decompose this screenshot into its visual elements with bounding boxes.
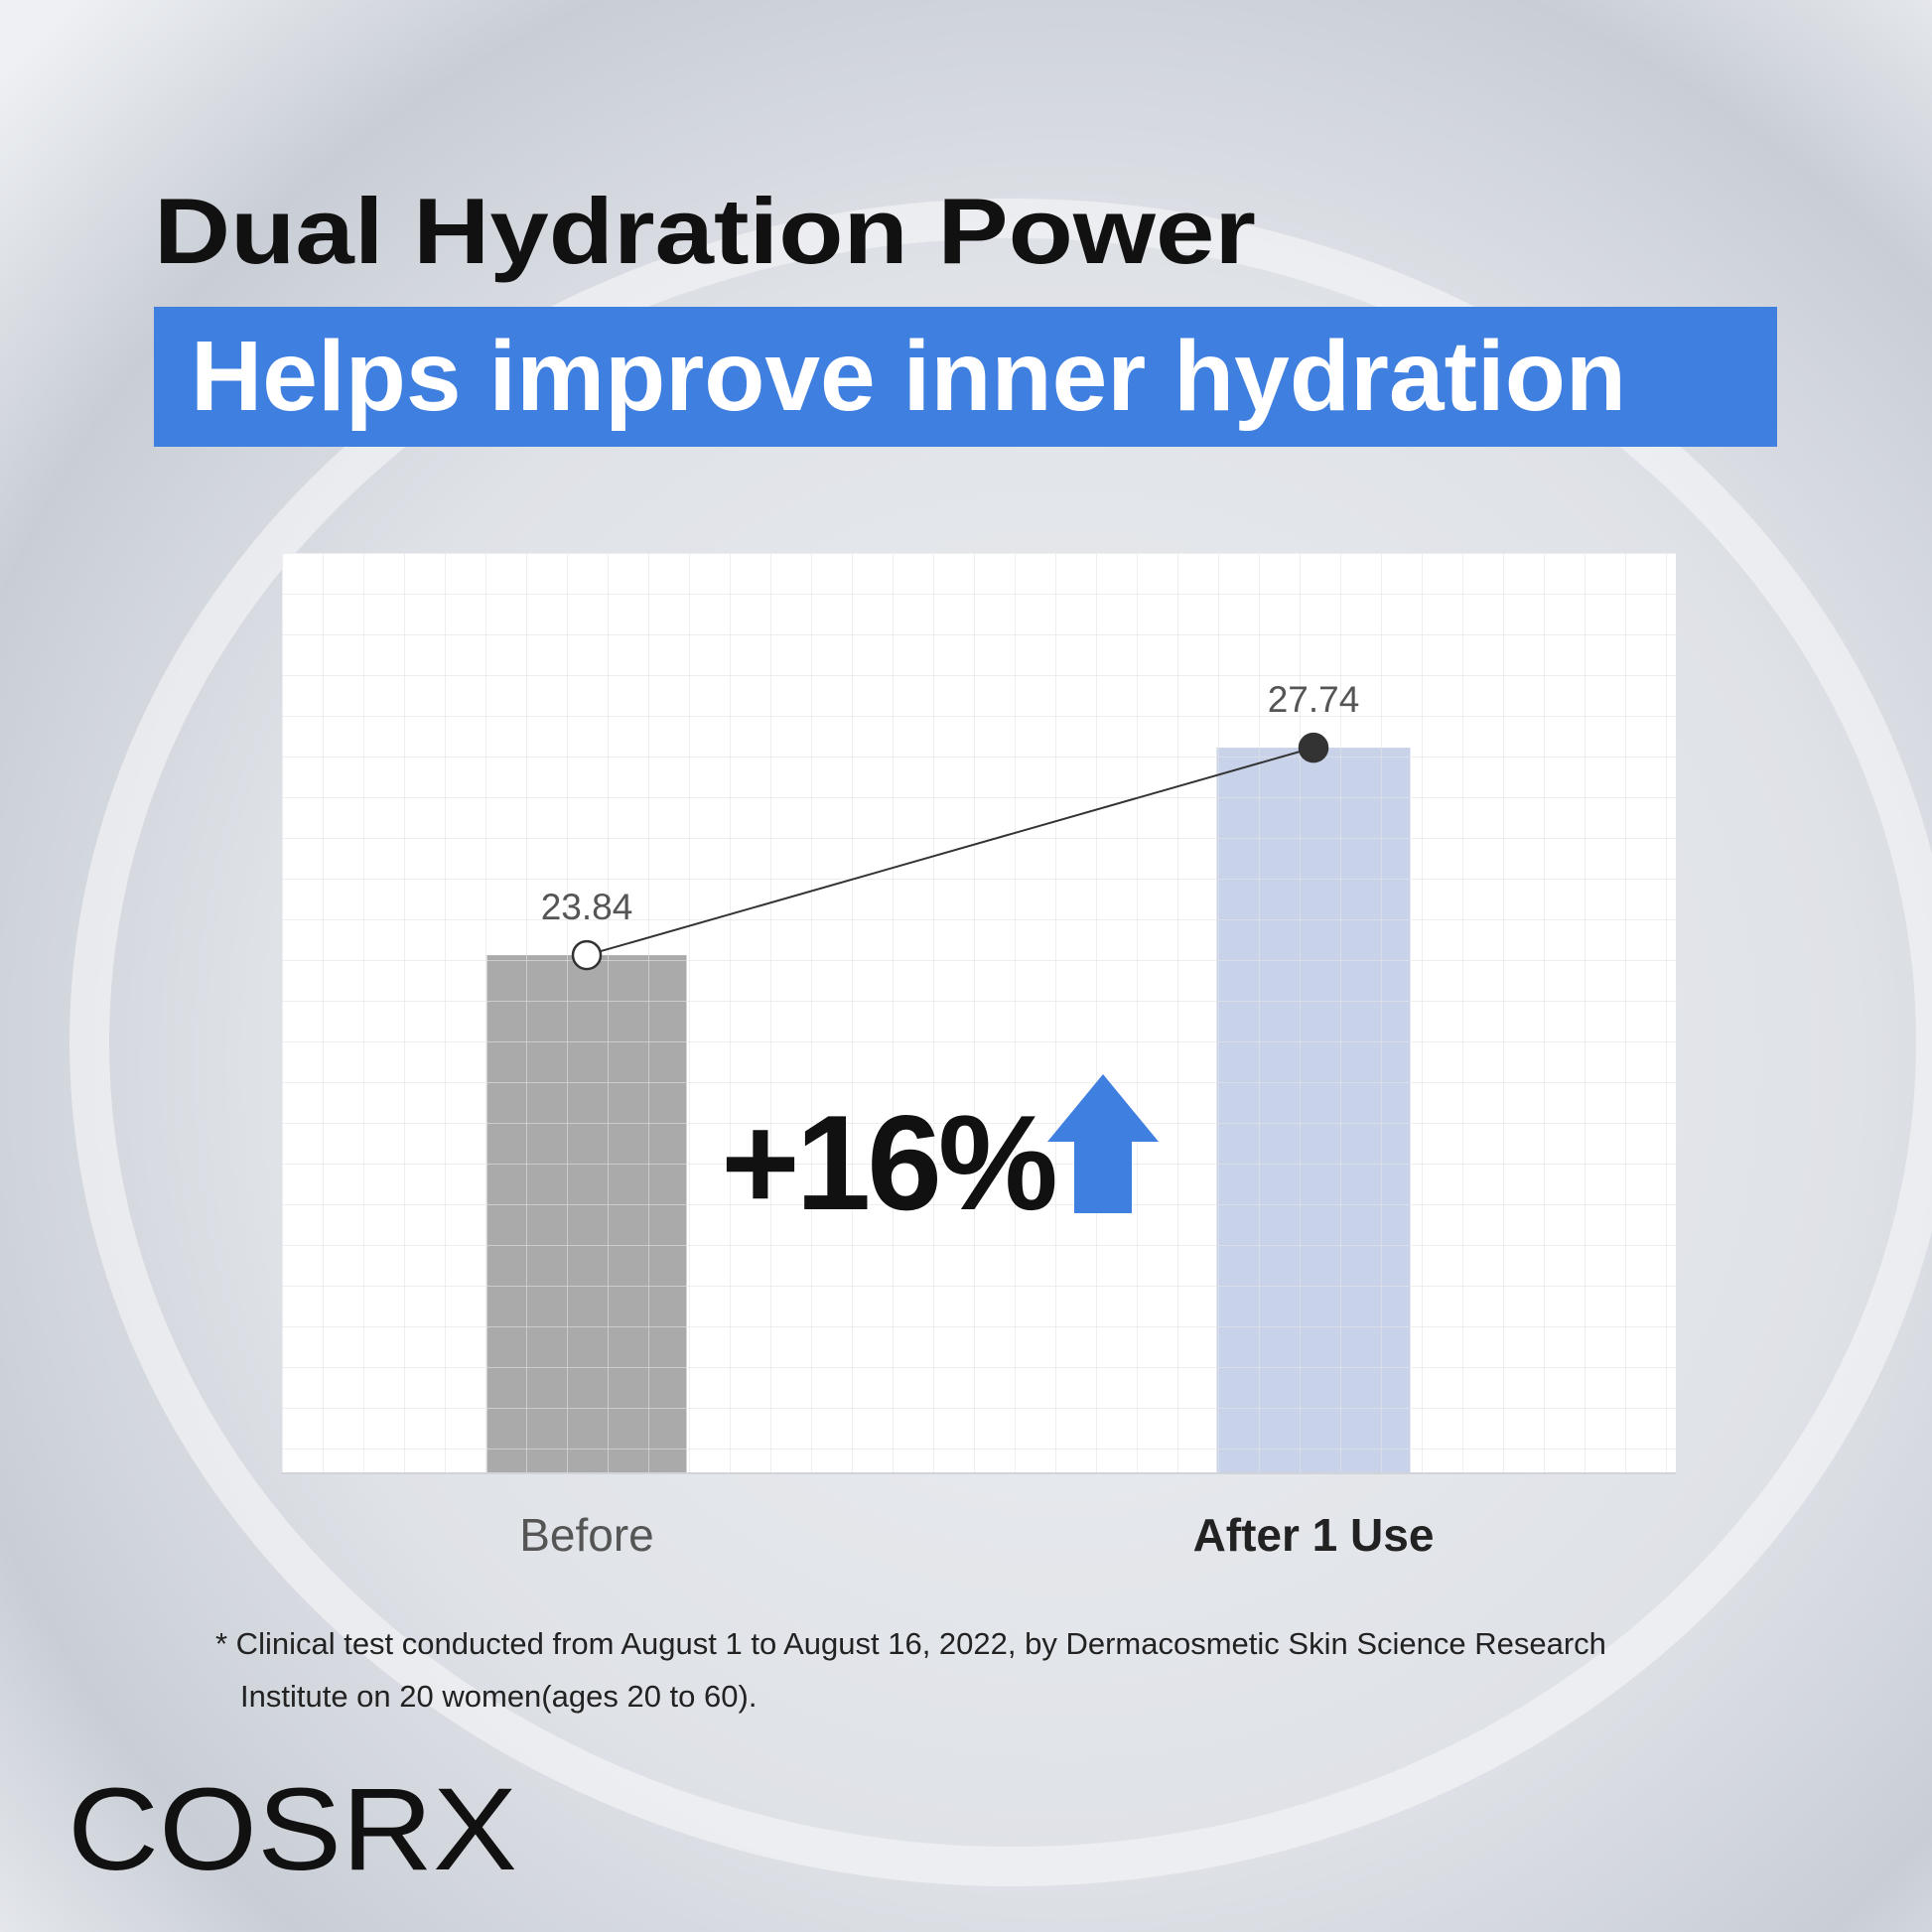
up-arrow <box>1047 1074 1159 1213</box>
subtitle: Helps improve inner hydration <box>191 321 1626 432</box>
title: Dual Hydration Power <box>154 179 1256 283</box>
value-label: 23.84 <box>541 887 633 927</box>
x-tick-label: After 1 Use <box>1193 1509 1435 1561</box>
grid <box>282 553 1676 1473</box>
annotation: +16% <box>721 1087 1055 1238</box>
footnote-line: Institute on 20 women(ages 20 to 60). <box>240 1679 757 1714</box>
brand-logo: COSRX <box>68 1764 517 1895</box>
footnote-line: * Clinical test conducted from August 1 … <box>215 1626 1606 1661</box>
plot: 23.84 Before 27.74 After 1 Use <box>282 553 1676 1561</box>
x-tick-label: Before <box>519 1509 654 1561</box>
point-marker <box>1298 732 1329 763</box>
value-label: 27.74 <box>1268 679 1360 720</box>
trend-line <box>586 747 1314 957</box>
point-marker <box>571 939 603 971</box>
background-drop <box>69 199 1932 1886</box>
subtitle-band <box>154 307 1777 447</box>
